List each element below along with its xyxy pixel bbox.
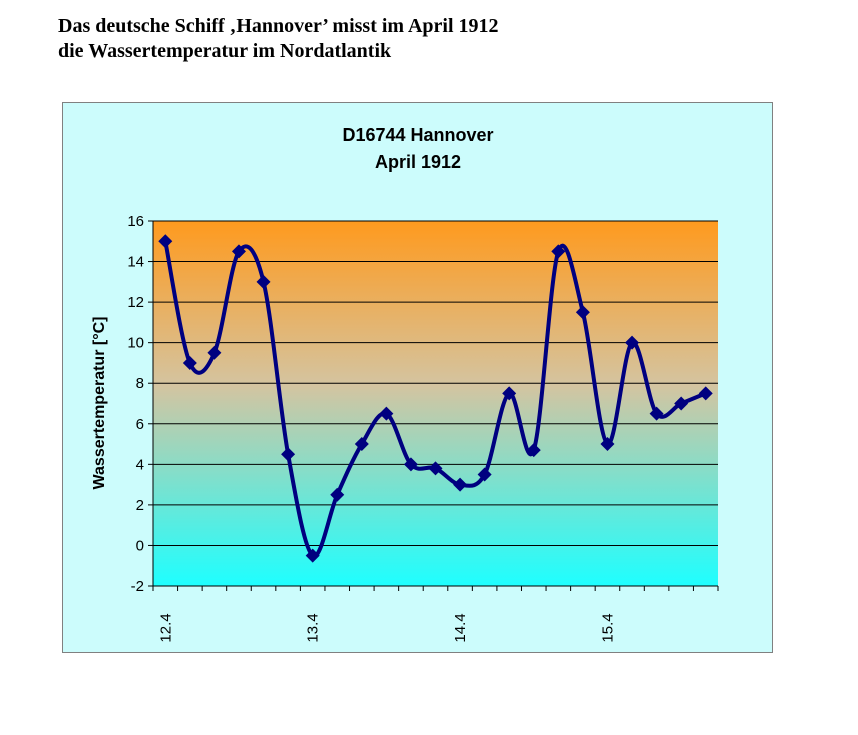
data-point-marker: [649, 406, 664, 421]
data-point-marker: [305, 548, 320, 563]
data-point-marker: [158, 234, 173, 249]
y-tick-label: 6: [136, 416, 144, 433]
y-tick-label: 4: [136, 456, 144, 473]
y-tick-label: 10: [127, 335, 144, 352]
data-point-marker: [379, 406, 394, 421]
data-point-marker: [526, 443, 541, 458]
x-tick-label: 12.4: [157, 613, 174, 642]
chart-title-line-2: April 1912: [375, 152, 461, 172]
x-tick-label: 13.4: [305, 613, 322, 642]
data-point-marker: [182, 355, 197, 370]
data-point-marker: [575, 305, 590, 320]
y-tick-label: -2: [131, 578, 144, 595]
y-axis-label: Wassertemperatur [°C]: [91, 317, 108, 490]
x-tick-label: 15.4: [599, 613, 616, 642]
data-point-marker: [354, 437, 369, 452]
plot-area: [153, 221, 718, 586]
y-tick-label: 8: [136, 375, 144, 392]
data-point-marker: [674, 396, 689, 411]
y-tick-label: 16: [127, 213, 144, 230]
data-point-marker: [698, 386, 713, 401]
data-point-marker: [600, 437, 615, 452]
data-point-marker: [428, 461, 443, 476]
data-point-marker: [256, 274, 271, 289]
data-point-marker: [207, 345, 222, 360]
page-heading: Das deutsche Schiff ‚Hannover’ misst im …: [58, 14, 499, 64]
data-point-marker: [625, 335, 640, 350]
y-tick-label: 0: [136, 537, 144, 554]
x-tick-label: 14.4: [452, 613, 469, 642]
y-tick-label: 12: [127, 294, 144, 311]
data-point-marker: [502, 386, 517, 401]
data-point-marker: [281, 447, 296, 462]
chart-title-line-1: D16744 Hannover: [342, 125, 493, 145]
data-point-marker: [403, 457, 418, 472]
data-point-marker: [231, 244, 246, 259]
data-point-marker: [330, 487, 345, 502]
y-tick-label: 2: [136, 497, 144, 514]
heading-line-2: die Wassertemperatur im Nordatlantik: [58, 40, 392, 62]
data-point-marker: [453, 477, 468, 492]
data-point-marker: [477, 467, 492, 482]
heading-line-1: Das deutsche Schiff ‚Hannover’ misst im …: [58, 15, 499, 37]
data-point-marker: [551, 244, 566, 259]
y-tick-label: 14: [127, 254, 144, 271]
